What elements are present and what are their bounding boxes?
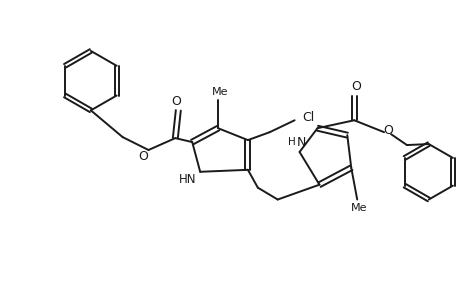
Text: O: O xyxy=(351,80,360,93)
Text: H: H xyxy=(287,137,295,147)
Text: Me: Me xyxy=(350,203,367,214)
Text: O: O xyxy=(138,150,148,164)
Text: Cl: Cl xyxy=(302,111,314,124)
Text: N: N xyxy=(296,136,306,148)
Text: O: O xyxy=(171,95,181,108)
Text: O: O xyxy=(382,124,392,137)
Text: HN: HN xyxy=(178,173,196,186)
Text: Me: Me xyxy=(211,86,228,97)
